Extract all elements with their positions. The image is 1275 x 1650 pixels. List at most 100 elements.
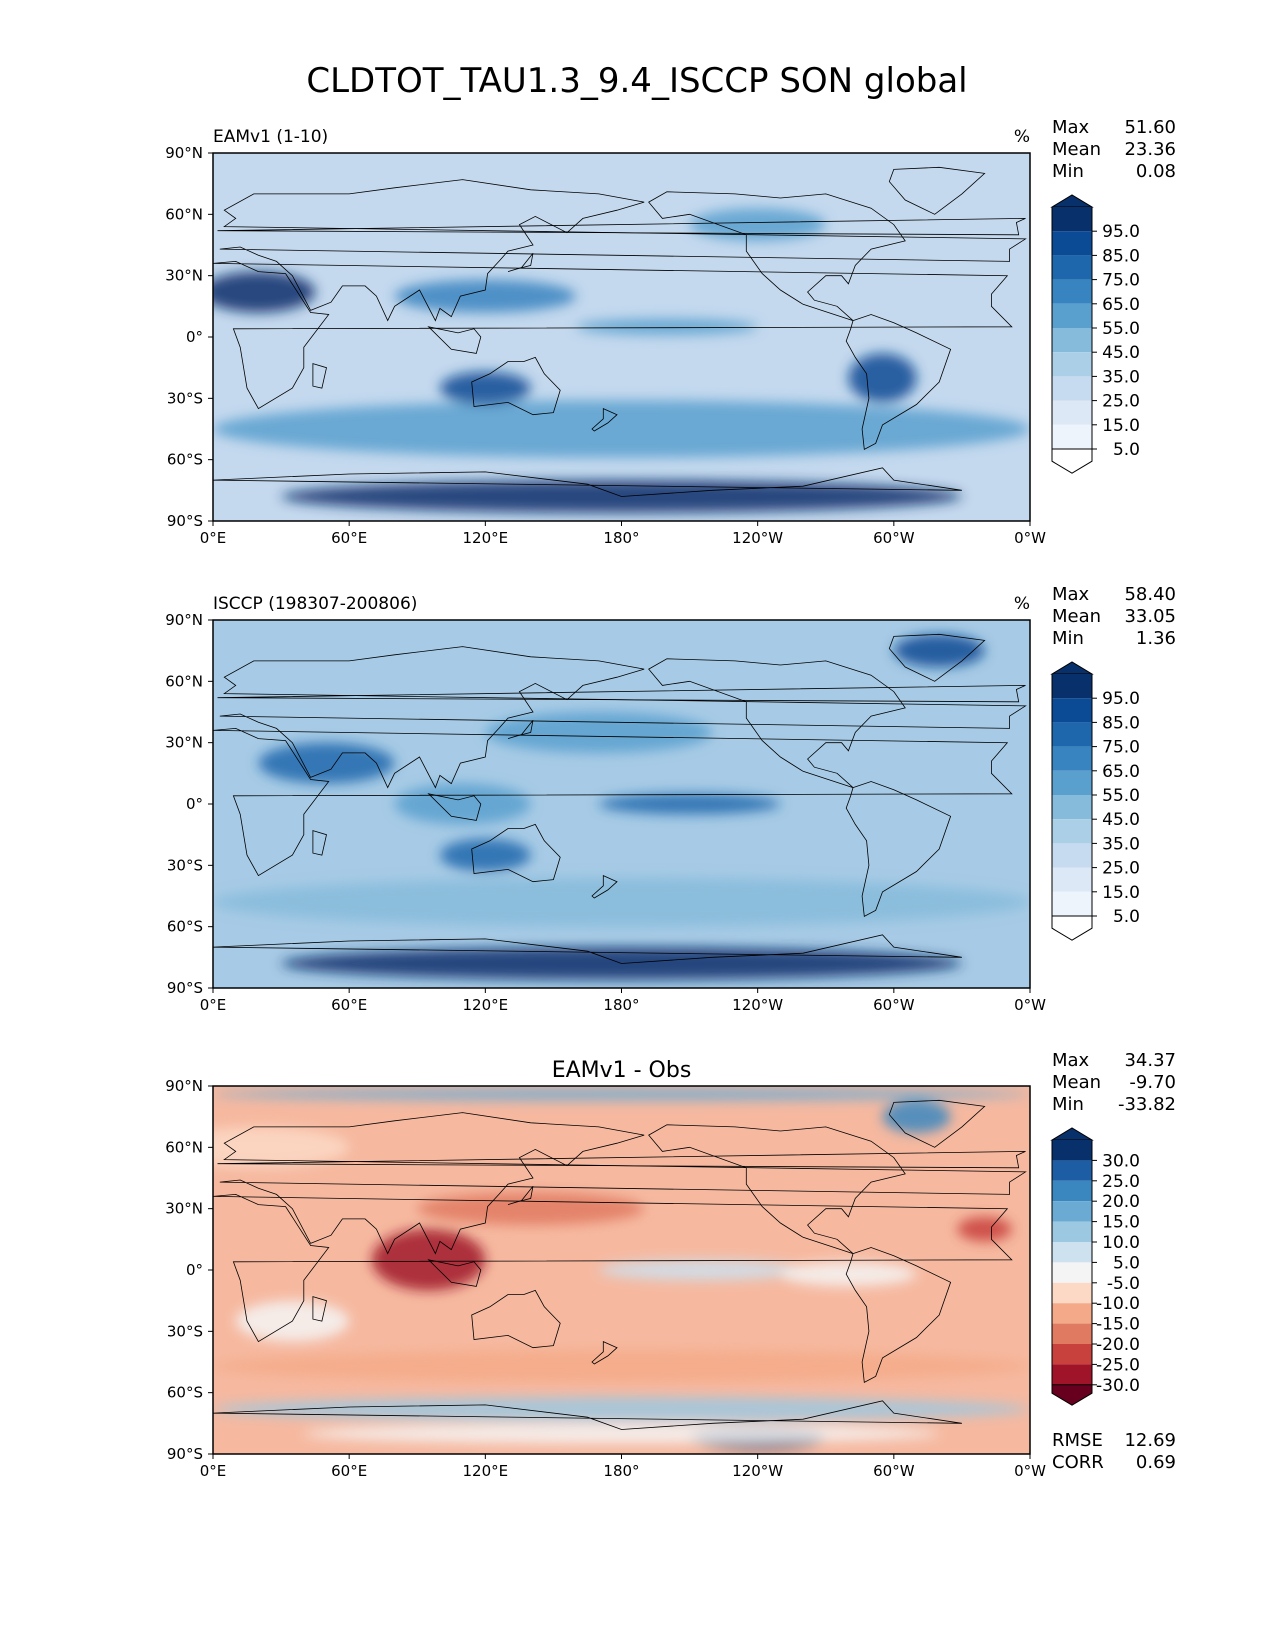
panel-difference: 0°E 60°E 120°E 180° 120°W 60°W 0°W 90°N 60°N 30°N… (165, 1050, 1176, 1480)
map-field (213, 620, 1030, 988)
field-blob (485, 712, 713, 753)
colorbar-tick-label: 35.0 (1102, 367, 1140, 387)
colorbar-tick-label: -20.0 (1096, 1335, 1140, 1355)
stat-value: 51.60 (1124, 117, 1176, 138)
colorbar-segment (1052, 328, 1092, 353)
coastline (845, 781, 952, 918)
field-blob (213, 271, 316, 313)
coastline (213, 1193, 1013, 1343)
x-tick-label: 180° (603, 1462, 639, 1480)
x-tick-label: 120°E (463, 529, 509, 547)
coastline (427, 793, 482, 821)
colorbar-segment (1052, 400, 1092, 425)
field-blob (576, 318, 758, 335)
colorbar-tick-label: 55.0 (1102, 319, 1140, 339)
field-blob (780, 1261, 917, 1287)
stat-value: 0.08 (1136, 161, 1176, 182)
coastline (888, 1099, 986, 1148)
colorbar-tick-label: 65.0 (1102, 762, 1140, 782)
coastline (591, 1340, 618, 1365)
panel-title: EAMv1 (1-10) (213, 127, 328, 147)
y-tick-label: 30°S (167, 389, 203, 407)
panel-observation: 0°E 60°E 120°E 180° 120°W 60°W 0°W 90°N 60°N 30°N… (165, 584, 1176, 1014)
y-tick-label: 0° (186, 1261, 203, 1279)
y-tick-label: 60°S (167, 1384, 203, 1402)
x-tick-label: 60°E (331, 996, 367, 1014)
y-tick-label: 30°S (167, 856, 203, 874)
stat-label: Min (1052, 628, 1084, 649)
colorbar-tick-label: -5.0 (1107, 1274, 1140, 1294)
coastline (213, 727, 1013, 877)
colorbar-tick-label: -30.0 (1096, 1376, 1140, 1396)
field-blob (258, 742, 395, 784)
colorbar-extend-bottom (1051, 915, 1093, 941)
stat-label: Max (1052, 1050, 1090, 1071)
field-blob (848, 353, 917, 403)
coastline (471, 823, 561, 883)
map-field (213, 153, 1030, 521)
y-tick-label: 90°S (167, 979, 203, 997)
colorbar-segment (1052, 722, 1092, 747)
panel-units: % (1014, 127, 1030, 147)
coastline (471, 1289, 561, 1349)
coastline (219, 1112, 1027, 1255)
coastline (888, 633, 986, 682)
colorbar-segment (1052, 1201, 1092, 1222)
coastline (427, 326, 482, 354)
y-tick-label: 90°N (165, 144, 203, 162)
coastline (217, 1151, 1026, 1169)
colorbar-segment (1052, 303, 1092, 328)
colorbar: 95.0 85.0 75.0 65.0 55.0 45.0 35.0 25.0 15.0 5.0 (1050, 194, 1140, 474)
colorbar-segment (1052, 1180, 1092, 1202)
x-tick-label: 180° (603, 996, 639, 1014)
colorbar: 30.025.020.015.010.05.0-5.0-10.0-15.0-20… (1050, 1127, 1140, 1406)
colorbar-tick-label: 25.0 (1102, 392, 1140, 412)
colorbar-tick-label: 75.0 (1102, 271, 1140, 291)
colorbar-tick-label: 25.0 (1102, 859, 1140, 879)
panel-title: ISCCP (198307-200806) (213, 594, 417, 614)
y-tick-label: 90°S (167, 512, 203, 530)
coastline (213, 260, 1013, 410)
x-tick-label: 0°W (1014, 529, 1046, 547)
colorbar-tick-label: 30.0 (1102, 1151, 1140, 1171)
colorbar-extend-bottom (1051, 1384, 1093, 1406)
x-tick-label: 120°E (463, 996, 509, 1014)
colorbar-tick-label: 5.0 (1113, 1253, 1140, 1273)
x-tick-label: 60°E (331, 1462, 367, 1480)
y-tick-label: 0° (186, 795, 203, 813)
map-field (213, 1086, 1030, 1454)
stat-value: 0.69 (1136, 1452, 1176, 1473)
colorbar-tick-label: 45.0 (1102, 343, 1140, 363)
field-blob (893, 634, 985, 668)
colorbar-segment (1052, 1364, 1092, 1385)
x-tick-label: 120°W (732, 529, 783, 547)
coastline (648, 1124, 906, 1254)
colorbar-tick-label: 55.0 (1102, 786, 1140, 806)
field-blob (213, 877, 1030, 927)
colorbar-tick-label: 45.0 (1102, 810, 1140, 830)
colorbar-segment (1052, 1323, 1092, 1344)
colorbar-segment (1052, 1262, 1092, 1283)
field-blob (598, 1259, 804, 1281)
x-tick-label: 0°W (1014, 996, 1046, 1014)
coastline (591, 874, 618, 899)
panel-units: % (1014, 594, 1030, 614)
colorbar-segment (1052, 698, 1092, 723)
stat-value: -9.70 (1129, 1072, 1176, 1093)
field-blob (439, 838, 531, 872)
x-tick-label: 120°W (732, 996, 783, 1014)
colorbar-extend-bottom (1051, 448, 1093, 474)
colorbar-segment (1052, 770, 1092, 795)
colorbar-tick-label: 65.0 (1102, 295, 1140, 315)
coastline (213, 467, 962, 521)
colorbar-segment (1052, 1344, 1092, 1365)
coastline (312, 363, 327, 389)
stat-label: Min (1052, 161, 1084, 182)
colorbar-segment (1052, 891, 1092, 916)
colorbar-segment (1052, 843, 1092, 868)
stat-value: -33.82 (1118, 1094, 1176, 1115)
colorbar-tick-label: 85.0 (1102, 713, 1140, 733)
colorbar-extend-top (1050, 661, 1094, 675)
colorbar-segment (1052, 1221, 1092, 1242)
colorbar-segment (1052, 746, 1092, 771)
